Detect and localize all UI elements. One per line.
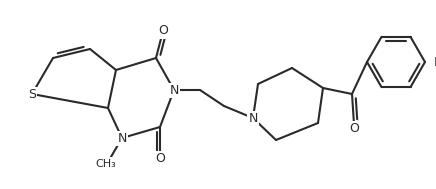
Text: CH₃: CH₃	[94, 157, 116, 170]
Text: N: N	[169, 84, 179, 97]
Text: O: O	[349, 122, 359, 135]
Text: S: S	[28, 88, 36, 101]
Text: F: F	[434, 56, 436, 68]
Text: N: N	[117, 132, 127, 145]
Text: O: O	[155, 152, 165, 164]
Text: O: O	[158, 25, 168, 37]
Text: CH₃: CH₃	[95, 159, 116, 169]
Text: N: N	[249, 112, 258, 125]
